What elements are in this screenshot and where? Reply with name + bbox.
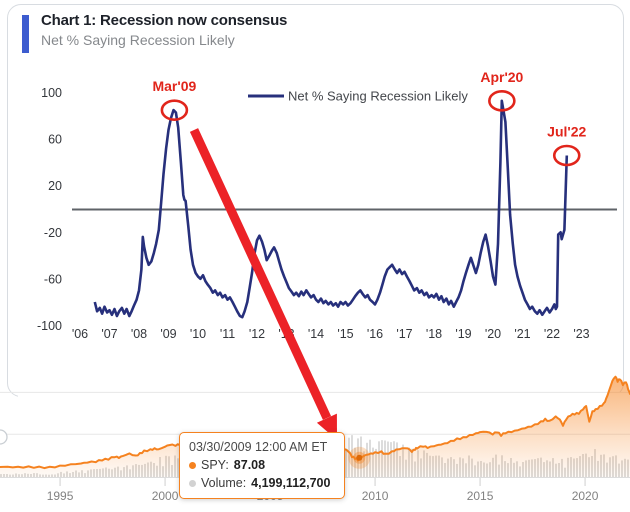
year-label: 2010 (362, 489, 389, 503)
chart-legend: Net % Saying Recession Likely (248, 89, 468, 104)
header-accent-bar (22, 15, 29, 53)
tooltip-volume-value: 4,199,112,700 (251, 476, 331, 491)
y-tick-label: 100 (41, 86, 62, 100)
y-axis-labels: 100 60 20 -20 -60 -100 (37, 86, 62, 333)
y-tick-label: 20 (48, 179, 62, 193)
x-tick-label: '16 (367, 327, 383, 341)
peak-circle-icon (552, 144, 581, 167)
y-tick-label: -100 (37, 319, 62, 333)
peak-label: Mar'09 (152, 78, 196, 94)
arrow-shaft (189, 128, 332, 420)
tooltip-volume-row: Volume: 4,199,112,700 (189, 474, 335, 492)
x-tick-label: '15 (337, 327, 353, 341)
year-label: 1995 (47, 489, 74, 503)
recession-line (93, 99, 569, 319)
x-tick-label: '07 (101, 327, 117, 341)
x-tick-label: '17 (396, 327, 412, 341)
spy-area-fill (0, 376, 630, 477)
y-tick-label: 60 (48, 133, 62, 147)
tooltip-price-value: 87.08 (233, 458, 266, 473)
left-edge-control-icon (0, 429, 8, 445)
x-tick-label: '20 (485, 327, 501, 341)
peak-circle-icon (160, 99, 189, 121)
x-tick-label: '06 (72, 327, 88, 341)
spy-series-dot-icon (189, 461, 196, 469)
y-tick-label: -60 (44, 272, 62, 286)
x-tick-label: '22 (544, 327, 560, 341)
page-title: Chart 1: Recession now consensus (41, 12, 288, 29)
card-edge-mask (18, 392, 630, 404)
chart-tooltip: 03/30/2009 12:00 AM ET SPY: 87.08 Volume… (179, 432, 345, 500)
year-label: 2015 (467, 489, 494, 503)
x-tick-label: '23 (573, 327, 589, 341)
x-tick-label: '08 (131, 327, 147, 341)
x-tick-label: '10 (190, 327, 206, 341)
year-label: 2000 (152, 489, 179, 503)
year-label: 2020 (572, 489, 599, 503)
x-tick-label: '21 (514, 327, 530, 341)
x-tick-label: '18 (426, 327, 442, 341)
volume-series-dot-icon (189, 479, 196, 487)
page-subtitle: Net % Saying Recession Likely (41, 32, 235, 48)
legend-label: Net % Saying Recession Likely (288, 89, 468, 104)
hovered-point-marker (348, 446, 371, 469)
recession-line-series (93, 99, 569, 319)
peak-label: Jul'22 (547, 124, 586, 140)
tooltip-date: 03/30/2009 12:00 AM ET (189, 440, 328, 454)
hover-dot (356, 454, 363, 461)
chart-header: Chart 1: Recession now consensus Net % S… (41, 12, 287, 48)
x-tick-label: '19 (455, 327, 471, 341)
peak-annotations: Mar'09 Apr'20 Jul'22 (152, 69, 587, 167)
x-tick-label: '09 (160, 327, 176, 341)
x-tick-label: '14 (308, 327, 324, 341)
peak-circle-icon (488, 90, 516, 112)
tooltip-price-row: SPY: 87.08 (189, 456, 335, 474)
chart-card: Chart 1: Recession now consensus Net % S… (7, 4, 624, 397)
spy-price-line (0, 375, 630, 470)
peak-label: Apr'20 (480, 69, 523, 85)
x-tick-label: '11 (220, 327, 235, 341)
tooltip-volume-label: Volume: (201, 476, 247, 491)
tooltip-symbol-label: SPY: (201, 458, 229, 473)
x-tick-label: '12 (249, 327, 265, 341)
y-tick-label: -20 (44, 226, 62, 240)
